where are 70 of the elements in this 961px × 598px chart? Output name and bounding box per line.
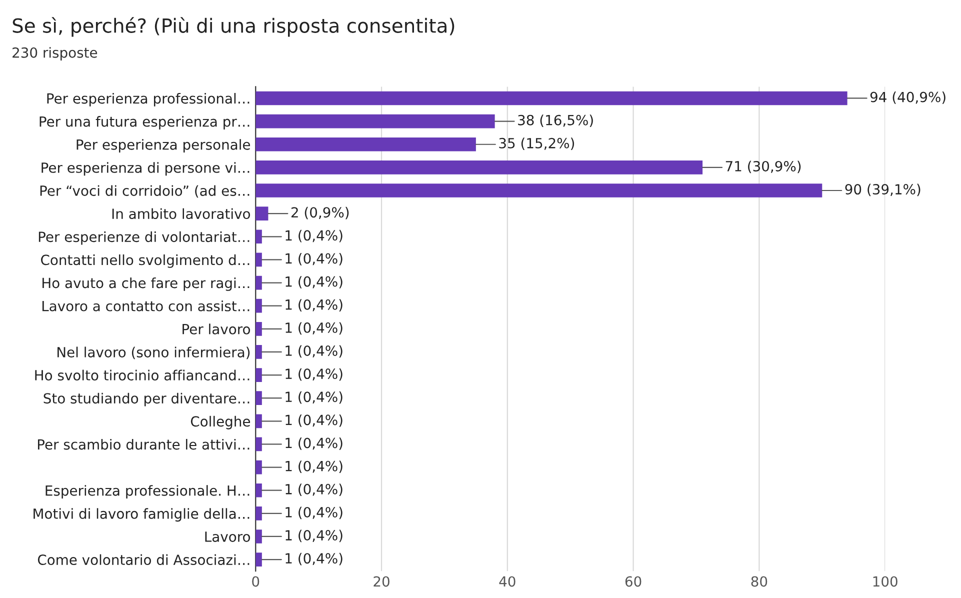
y-tick-label: Per una futura esperienza pr…	[40, 116, 250, 130]
y-tick-label: Colleghe	[190, 416, 250, 430]
y-tick-label: Ho avuto a che fare per ragi…	[42, 277, 250, 291]
y-tick-label: Per esperienza professional…	[47, 92, 250, 106]
bar	[256, 230, 262, 244]
y-tick-label: Nel lavoro (sono infermiera)	[58, 346, 250, 360]
y-tick-label: Esperienza professionale. H…	[46, 485, 250, 499]
bar	[256, 114, 495, 128]
data-label: 71 (30,9%)	[726, 160, 801, 174]
bar	[256, 506, 262, 520]
y-tick-label: Ho svolto tirocinio affiancand…	[35, 370, 250, 381]
x-tick-label: 0	[252, 576, 260, 587]
data-label: 1 (0,4%)	[286, 230, 342, 242]
bar	[256, 160, 703, 174]
y-tick-label: Per lavoro	[182, 324, 250, 334]
y-tick-label: Come volontario di Associazi…	[38, 554, 250, 566]
bar	[256, 184, 822, 198]
bar	[256, 483, 262, 498]
bar	[256, 552, 262, 566]
data-label: 1 (0,4%)	[286, 345, 342, 358]
data-label: 1 (0,4%)	[286, 391, 342, 404]
data-label: 1 (0,4%)	[286, 460, 342, 473]
bar	[256, 368, 262, 382]
data-label: 1 (0,4%)	[286, 368, 342, 381]
y-tick-label: Contatti nello svolgimento d…	[41, 254, 250, 268]
data-label: 1 (0,4%)	[286, 414, 342, 427]
x-tick-label: 20	[374, 576, 390, 587]
data-label: 1 (0,4%)	[286, 484, 342, 496]
data-label: 1 (0,4%)	[286, 299, 342, 312]
y-tick-label: Per esperienza di persone vi…	[42, 162, 250, 176]
y-tick-label: Per scambio durante le attivi…	[38, 438, 250, 450]
y-tick-label: Per esperienza personale	[76, 139, 250, 153]
bar	[256, 391, 262, 406]
data-label: 1 (0,4%)	[286, 322, 342, 335]
bar	[256, 137, 476, 152]
data-label: 1 (0,4%)	[286, 252, 342, 266]
data-label: 1 (0,4%)	[286, 552, 342, 566]
bar	[256, 437, 262, 452]
chart-title: Se sì, perché? (Più di una risposta consentita)	[12, 17, 454, 37]
bar	[256, 276, 262, 290]
bar	[256, 345, 262, 359]
bar	[256, 460, 262, 474]
x-tick-label: 60	[625, 576, 642, 587]
text: 230 risposte	[12, 47, 98, 61]
bar	[256, 530, 262, 544]
data-label: 1 (0,4%)	[286, 276, 342, 288]
y-tick-label: Per esperienze di volontariat…	[38, 231, 250, 245]
y-tick-label: Sto studiando per diventare…	[44, 392, 250, 406]
data-label: 1 (0,4%)	[286, 438, 342, 450]
y-tick-label: In ambito lavorativo	[112, 208, 250, 220]
bar	[256, 298, 262, 313]
bar	[256, 206, 268, 220]
data-label: 38 (16,5%)	[518, 114, 593, 127]
bar	[256, 252, 262, 267]
y-tick-label: Per “voci di corridoio” (ad es…	[40, 185, 250, 198]
y-tick-label: Lavoro	[205, 532, 250, 542]
y-tick-label: Motivi di lavoro famiglie della…	[34, 508, 250, 522]
x-tick-label: 100	[873, 576, 898, 587]
data-label: 35 (15,2%)	[499, 138, 574, 150]
data-label: 2 (0,9%)	[291, 206, 349, 220]
bar	[256, 414, 262, 428]
data-label: 1 (0,4%)	[286, 530, 342, 542]
y-tick-label: Lavoro a contatto con assist…	[42, 300, 250, 312]
data-label: 1 (0,4%)	[286, 506, 342, 520]
data-label: 90 (39,1%)	[845, 184, 920, 196]
bar	[256, 322, 262, 336]
bar	[256, 91, 848, 106]
x-tick-label: 80	[751, 576, 768, 587]
x-tick-label: 40	[499, 576, 516, 587]
data-label: 94 (40,9%)	[870, 92, 946, 104]
